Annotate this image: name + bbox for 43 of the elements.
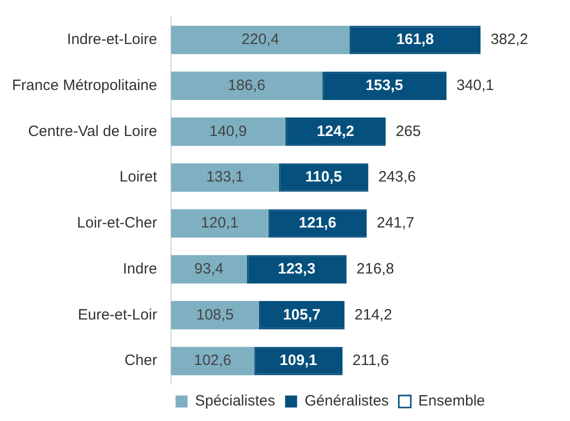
data-label: 93,4	[194, 260, 224, 278]
y-tick-label: Indre-et-Loire	[67, 31, 158, 48]
data-label: 105,7	[282, 306, 321, 324]
bar	[171, 209, 268, 238]
bar	[171, 26, 350, 54]
y-tick-label: Indre	[122, 260, 158, 278]
total-label: 241,7	[376, 214, 414, 232]
legend-label: Ensemble	[418, 392, 485, 410]
total-label: 214,2	[354, 306, 392, 324]
data-label: 133,1	[206, 168, 244, 186]
data-label: 102,6	[194, 352, 232, 370]
total-label: 340,1	[456, 76, 494, 94]
y-tick-label: Cher	[124, 352, 158, 370]
data-label: 109,1	[280, 352, 318, 370]
total-label: 211,6	[352, 352, 389, 370]
data-label: 124,2	[316, 122, 354, 140]
y-tick-label: Loiret	[120, 168, 158, 186]
legend-label: Généralistes	[304, 392, 389, 410]
total-label: 265	[396, 122, 421, 140]
data-label: 161,8	[396, 31, 434, 48]
data-label: 123,3	[278, 260, 316, 278]
data-label: 110,5	[305, 168, 342, 186]
legend-label: Spécialistes	[195, 392, 276, 410]
bar	[171, 117, 286, 146]
data-label: 140,9	[209, 122, 247, 140]
data-label: 153,5	[366, 76, 404, 94]
data-label: 186,6	[228, 76, 266, 94]
total-label: 243,6	[378, 168, 416, 186]
bar	[171, 72, 322, 100]
data-label: 108,5	[196, 306, 234, 324]
y-tick-label: Loir-et-Cher	[77, 214, 158, 232]
bar	[171, 300, 259, 330]
y-tick-label: Eure-et-Loir	[78, 306, 158, 324]
total-label: 216,8	[356, 260, 394, 278]
data-label: 121,6	[298, 214, 336, 232]
data-label: 120,1	[200, 214, 238, 232]
bar	[171, 255, 247, 284]
y-tick-label: France Métropolitaine	[12, 76, 158, 94]
y-tick-label: Centre-Val de Loire	[28, 122, 158, 140]
bar	[171, 163, 279, 192]
total-label: 382,2	[490, 31, 528, 48]
bar	[171, 346, 254, 376]
data-label: 220,4	[242, 31, 280, 48]
